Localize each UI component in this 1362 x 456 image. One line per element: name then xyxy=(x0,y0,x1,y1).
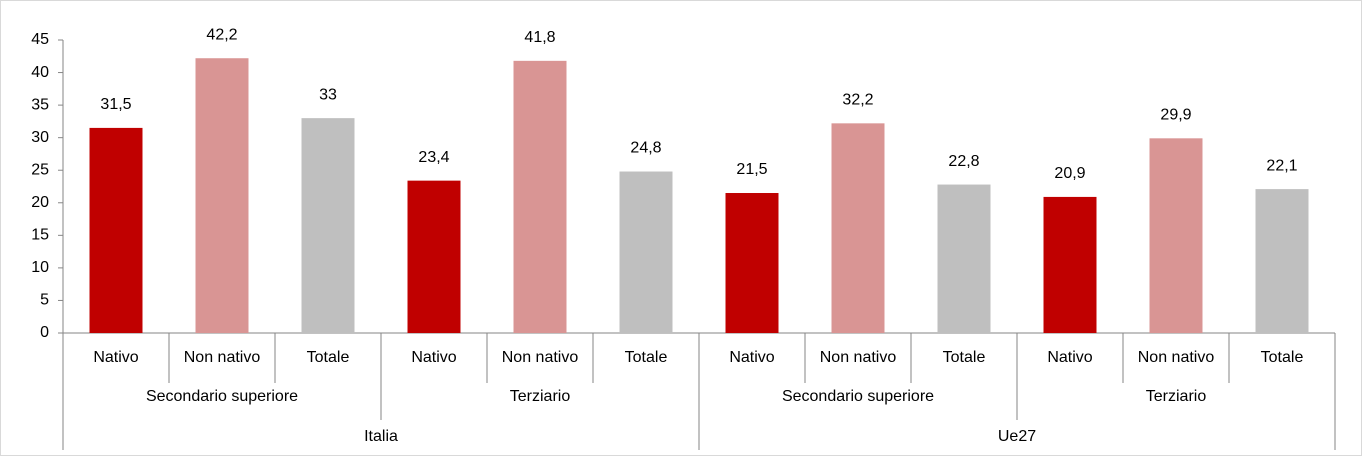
x-tick-label: Non nativo xyxy=(184,349,261,366)
x-tick-label: Nativo xyxy=(411,349,456,366)
group-label: Secondario superiore xyxy=(146,388,298,405)
value-label: 20,9 xyxy=(1054,165,1085,182)
x-tick-label: Nativo xyxy=(1047,349,1092,366)
y-tick-label: 40 xyxy=(31,64,49,81)
bar xyxy=(1255,189,1309,333)
group-label: Terziario xyxy=(1146,388,1207,405)
value-label: 24,8 xyxy=(630,140,661,157)
bar xyxy=(195,58,249,333)
y-tick-label: 30 xyxy=(31,129,49,146)
bar xyxy=(937,184,991,333)
y-tick-label: 25 xyxy=(31,161,49,178)
value-label: 22,8 xyxy=(948,153,979,170)
x-tick-label: Totale xyxy=(943,349,986,366)
y-tick-label: 0 xyxy=(40,324,49,341)
value-label: 41,8 xyxy=(524,29,555,46)
y-tick-label: 35 xyxy=(31,96,49,113)
x-tick-label: Nativo xyxy=(729,349,774,366)
bar xyxy=(619,171,673,333)
bar xyxy=(513,60,567,333)
y-tick-label: 20 xyxy=(31,194,49,211)
group-label: Secondario superiore xyxy=(782,388,934,405)
value-label: 22,1 xyxy=(1266,157,1297,174)
y-tick-label: 15 xyxy=(31,227,49,244)
value-label: 29,9 xyxy=(1160,107,1191,124)
bar xyxy=(407,180,461,333)
x-tick-label: Non nativo xyxy=(820,349,897,366)
x-tick-label: Nativo xyxy=(93,349,138,366)
x-tick-label: Non nativo xyxy=(1138,349,1215,366)
bar xyxy=(1149,138,1203,333)
top-group-label: Ue27 xyxy=(998,428,1036,445)
y-tick-label: 5 xyxy=(40,292,49,309)
bar xyxy=(831,123,885,333)
bar xyxy=(1043,196,1097,333)
top-group-label: Italia xyxy=(364,428,398,445)
bar xyxy=(301,118,355,333)
bar xyxy=(725,193,779,333)
y-tick-label: 45 xyxy=(31,31,49,48)
value-label: 31,5 xyxy=(100,96,131,113)
x-tick-label: Non nativo xyxy=(502,349,579,366)
bar xyxy=(89,127,143,334)
value-label: 23,4 xyxy=(418,149,449,166)
value-label: 33 xyxy=(319,86,337,103)
x-tick-label: Totale xyxy=(1261,349,1304,366)
x-tick-label: Totale xyxy=(307,349,350,366)
value-label: 32,2 xyxy=(842,92,873,109)
value-label: 21,5 xyxy=(736,161,767,178)
group-label: Terziario xyxy=(510,388,571,405)
y-tick-label: 10 xyxy=(31,259,49,276)
value-label: 42,2 xyxy=(206,26,237,43)
x-tick-label: Totale xyxy=(625,349,668,366)
